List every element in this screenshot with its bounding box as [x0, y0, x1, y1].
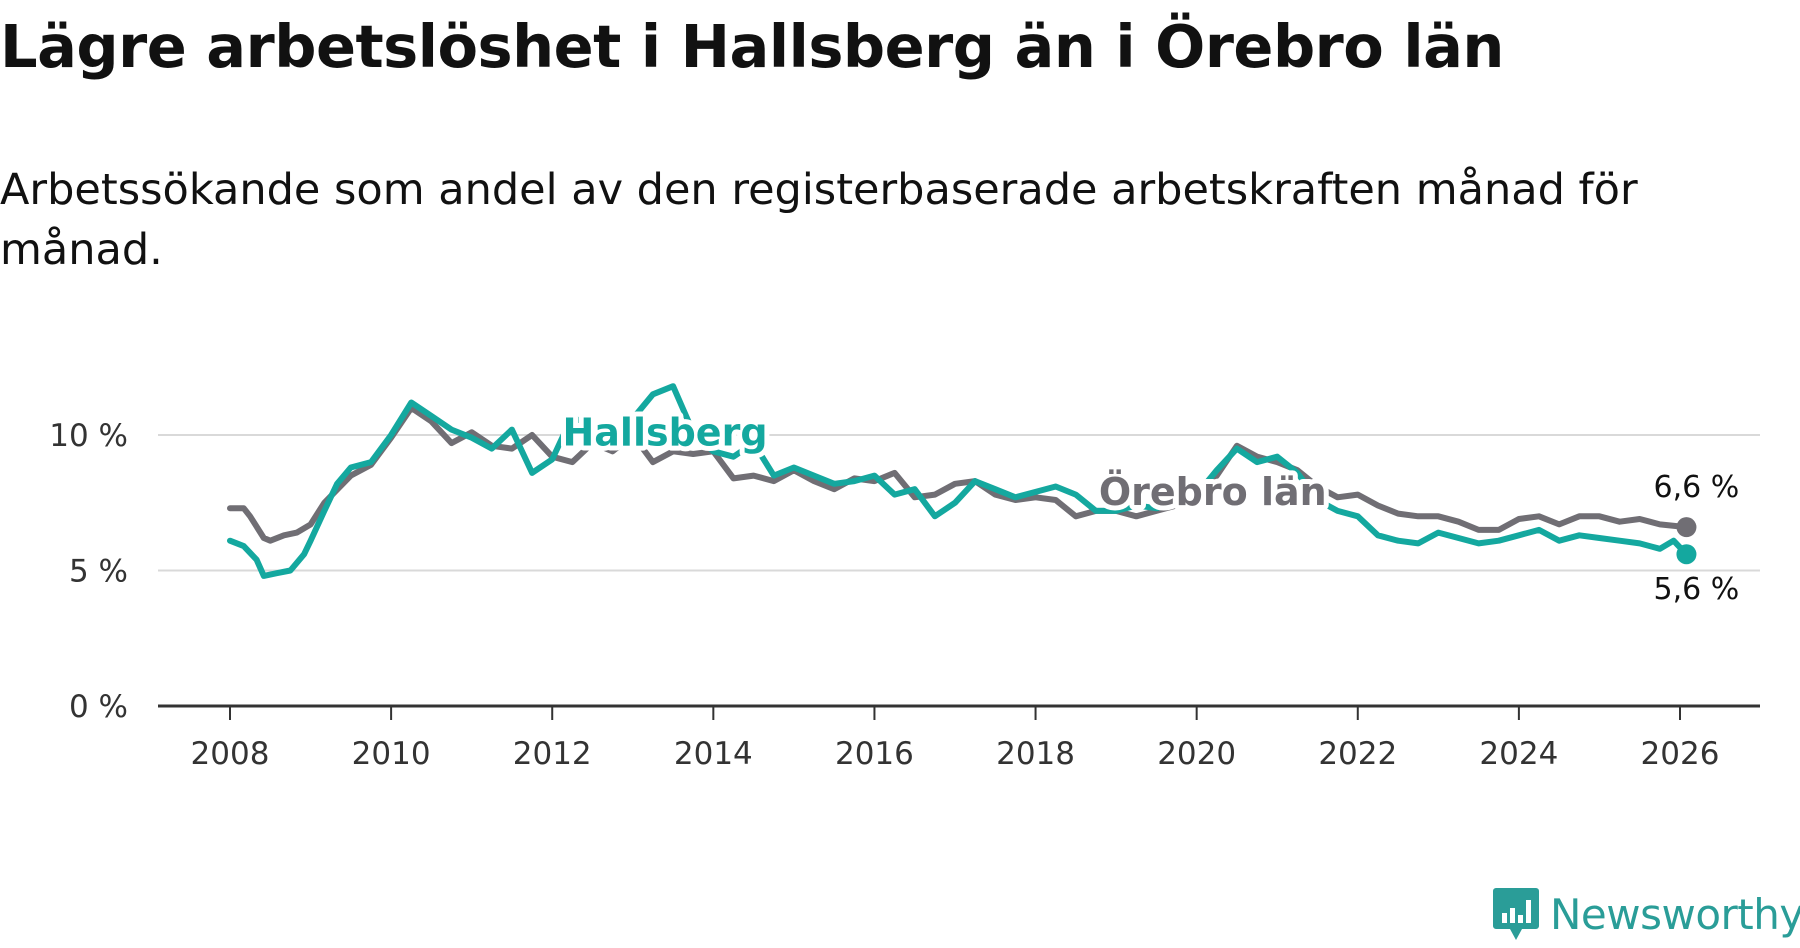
- grid-layer: [158, 434, 1760, 572]
- x-tick-label: 2022: [1318, 736, 1397, 772]
- newsworthy-logo[interactable]: Newsworthy: [1492, 886, 1800, 942]
- newsworthy-chart-logo-icon: [1493, 888, 1539, 940]
- x-tick-label: 2010: [352, 736, 431, 772]
- y-tick-label: 0 %: [69, 689, 128, 725]
- series-end-marker-orebro-lan: [1676, 517, 1697, 538]
- x-tick-label: 2018: [996, 736, 1075, 772]
- y-tick-label: 5 %: [69, 554, 128, 590]
- y-tick-label: 10 %: [49, 418, 128, 454]
- x-tick-label: 2026: [1641, 736, 1720, 772]
- x-tick-label: 2016: [835, 736, 914, 772]
- series-layer: [227, 383, 1697, 579]
- series-end-marker-hallsberg: [1676, 544, 1697, 565]
- chart-title: Lägre arbetslöshet i Hallsberg än i Öreb…: [0, 12, 1504, 81]
- chart-subtitle: Arbetssökande som andel av den registerb…: [0, 165, 1638, 275]
- series-label-orebro-lan: Örebro län: [1099, 470, 1327, 514]
- end-value-label-orebro-lan: 6,6 %: [1654, 470, 1740, 505]
- axis-layer: 0 % 5 % 10 % 2008 2010 2012 2014 2016 2018 2020 20…: [49, 418, 1760, 772]
- x-tick-label: 2012: [513, 736, 592, 772]
- brand-name: Newsworthy: [1550, 889, 1800, 939]
- series-line-hallsberg: [227, 383, 1690, 579]
- x-tick-label: 2020: [1157, 736, 1236, 772]
- series-label-hallsberg: Hallsberg: [562, 410, 767, 454]
- label-layer: Hallsberg Örebro län 6,6 % 5,6 %: [557, 405, 1740, 607]
- x-tick-label: 2014: [674, 736, 753, 772]
- end-value-label-hallsberg: 5,6 %: [1654, 572, 1740, 607]
- x-tick-label: 2024: [1479, 736, 1558, 772]
- series-line-orebro-lan: [227, 404, 1690, 544]
- x-tick-label: 2008: [191, 736, 270, 772]
